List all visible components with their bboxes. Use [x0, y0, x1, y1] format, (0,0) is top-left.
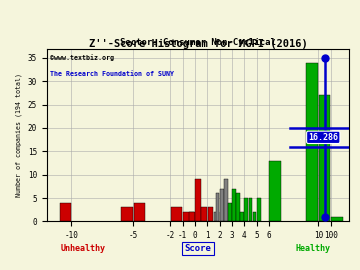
Bar [121, 207, 133, 221]
Bar [319, 95, 330, 221]
Bar [236, 193, 240, 221]
Bar [306, 63, 318, 221]
Bar [195, 179, 201, 221]
Text: Healthy: Healthy [296, 244, 330, 253]
Bar [189, 212, 195, 221]
Bar [331, 217, 342, 221]
Bar [216, 193, 220, 221]
Bar [248, 198, 252, 221]
Text: 16.286: 16.286 [308, 133, 338, 142]
Text: Sector: Consumer Non-Cyclical: Sector: Consumer Non-Cyclical [120, 38, 276, 47]
Text: The Research Foundation of SUNY: The Research Foundation of SUNY [50, 71, 174, 77]
Bar [224, 179, 228, 221]
Bar [232, 189, 236, 221]
Text: Unhealthy: Unhealthy [60, 244, 105, 253]
Bar [207, 207, 213, 221]
Bar [134, 203, 145, 221]
Bar [220, 189, 224, 221]
Text: ©www.textbiz.org: ©www.textbiz.org [50, 54, 114, 61]
Bar [201, 207, 207, 221]
Bar [270, 161, 281, 221]
Text: Score: Score [185, 244, 211, 253]
Bar [257, 198, 261, 221]
Bar [183, 212, 194, 221]
Bar [244, 198, 248, 221]
Bar [228, 203, 232, 221]
Bar [240, 212, 244, 221]
Y-axis label: Number of companies (194 total): Number of companies (194 total) [16, 73, 22, 197]
Bar [214, 212, 219, 221]
Title: Z''-Score Histogram for MGPI (2016): Z''-Score Histogram for MGPI (2016) [89, 39, 307, 49]
Bar [171, 207, 182, 221]
Bar [253, 212, 256, 221]
Bar [60, 203, 71, 221]
